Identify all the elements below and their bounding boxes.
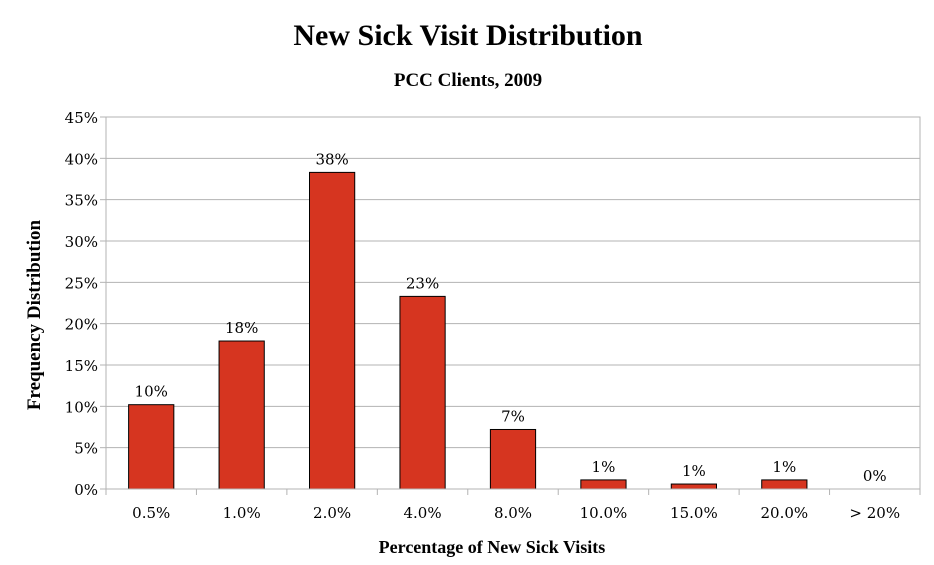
y-tick-label: 5% xyxy=(74,440,98,458)
bar xyxy=(761,479,808,490)
chart-subtitle: PCC Clients, 2009 xyxy=(394,70,542,91)
category-label: 20.0% xyxy=(761,504,809,522)
chart-title: New Sick Visit Distribution xyxy=(293,19,643,52)
data-label: 38% xyxy=(315,150,348,168)
data-label: 1% xyxy=(682,462,706,480)
y-tick-label: 40% xyxy=(65,150,98,168)
bar xyxy=(309,171,356,490)
data-label: 18% xyxy=(225,319,258,337)
category-label: > 20% xyxy=(849,504,900,522)
y-tick-label: 20% xyxy=(65,316,98,334)
y-tick-label: 10% xyxy=(65,398,98,416)
y-tick-label: 0% xyxy=(74,481,98,499)
category-label: 1.0% xyxy=(223,504,261,522)
category-label: 4.0% xyxy=(404,504,442,522)
y-axis-label: Frequency Distribution xyxy=(24,219,45,410)
y-tick-label: 45% xyxy=(65,109,98,127)
bar xyxy=(489,428,537,490)
y-tick-label: 35% xyxy=(65,192,98,210)
category-label: 15.0% xyxy=(670,504,718,522)
bar xyxy=(218,340,265,490)
data-label: 0% xyxy=(863,467,887,485)
data-label: 23% xyxy=(406,274,439,292)
bar xyxy=(670,483,717,490)
y-tick-label: 25% xyxy=(65,274,98,292)
category-label: 2.0% xyxy=(313,504,351,522)
category-label: 0.5% xyxy=(132,504,170,522)
data-label: 10% xyxy=(135,383,168,401)
plot-area: 0% 5% 10% 15% 20% 25% 30% 35% 40% 45% 10% 0.5% 18% 1.… xyxy=(65,109,921,522)
bar xyxy=(580,479,627,490)
data-label: 1% xyxy=(592,458,616,476)
y-tick-label: 30% xyxy=(65,233,98,251)
x-axis-label: Percentage of New Sick Visits xyxy=(379,537,606,557)
y-tick-label: 15% xyxy=(65,357,98,375)
category-label: 10.0% xyxy=(580,504,628,522)
data-label: 7% xyxy=(501,407,525,425)
bar xyxy=(128,404,175,490)
data-label: 1% xyxy=(772,458,796,476)
category-label: 8.0% xyxy=(494,504,532,522)
bar xyxy=(399,295,446,490)
